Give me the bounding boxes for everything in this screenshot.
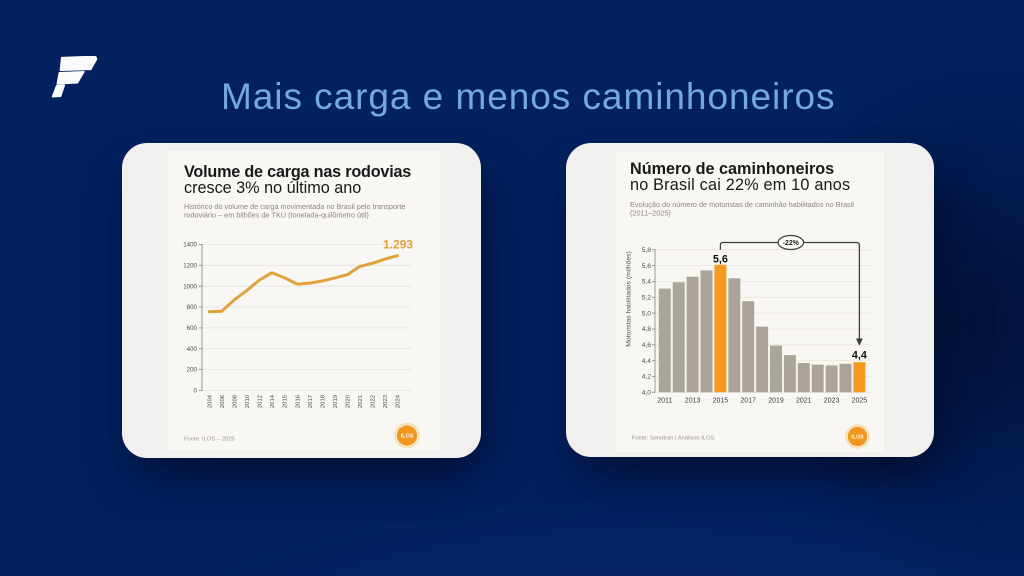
svg-text:5,6: 5,6 (713, 253, 728, 265)
svg-text:1.293: 1.293 (383, 238, 413, 252)
svg-text:-22%: -22% (783, 240, 799, 247)
svg-text:2008: 2008 (233, 394, 239, 408)
svg-text:4,4: 4,4 (642, 358, 652, 365)
svg-text:2021: 2021 (796, 398, 812, 405)
svg-text:2019: 2019 (333, 395, 339, 408)
svg-text:4,6: 4,6 (642, 342, 652, 349)
svg-text:ILOS: ILOS (401, 434, 414, 440)
svg-text:2015: 2015 (713, 398, 729, 405)
svg-text:Motoristas habilitados (milhõe: Motoristas habilitados (milhões) (626, 251, 633, 347)
svg-text:2018: 2018 (320, 394, 326, 408)
svg-text:5,6: 5,6 (642, 263, 652, 270)
svg-text:1200: 1200 (183, 263, 197, 270)
svg-text:Evolução do número de motorist: Evolução do número de motoristas de cami… (630, 200, 854, 209)
svg-text:2016: 2016 (295, 394, 301, 408)
svg-text:Fonte: ILOS – 2025: Fonte: ILOS – 2025 (184, 437, 235, 443)
svg-text:Volume de carga nas rodovias: Volume de carga nas rodovias (184, 163, 411, 181)
svg-text:0: 0 (194, 388, 198, 395)
svg-text:200: 200 (187, 367, 198, 374)
svg-text:5,2: 5,2 (642, 295, 652, 302)
svg-text:2020: 2020 (345, 394, 351, 408)
svg-text:5,0: 5,0 (642, 310, 652, 317)
svg-text:1400: 1400 (183, 242, 197, 249)
svg-text:2012: 2012 (258, 395, 264, 408)
svg-text:Histórico do volume de carga m: Histórico do volume de carga movimentada… (184, 202, 405, 211)
svg-text:cresce 3% no último ano: cresce 3% no último ano (184, 179, 361, 197)
svg-text:4,2: 4,2 (642, 374, 652, 381)
svg-text:2014: 2014 (270, 394, 276, 408)
svg-text:(2011–2025): (2011–2025) (630, 209, 671, 218)
svg-text:400: 400 (187, 346, 198, 353)
svg-text:2024: 2024 (396, 394, 402, 408)
svg-text:800: 800 (187, 304, 198, 311)
svg-text:2006: 2006 (220, 394, 226, 408)
svg-text:2023: 2023 (383, 394, 389, 408)
svg-text:4,4: 4,4 (852, 350, 867, 362)
svg-text:4,8: 4,8 (642, 326, 652, 333)
svg-text:rodoviário – em bilhões de TKU: rodoviário – em bilhões de TKU (tonelada… (184, 210, 369, 219)
svg-text:2023: 2023 (824, 398, 840, 405)
svg-text:2015: 2015 (283, 394, 289, 408)
svg-text:5,4: 5,4 (642, 279, 652, 286)
svg-text:Fonte: Senatran | Análises ILO: Fonte: Senatran | Análises ILOS (632, 436, 715, 442)
svg-text:2017: 2017 (740, 398, 756, 405)
svg-text:2013: 2013 (685, 398, 701, 405)
svg-text:2017: 2017 (308, 395, 314, 408)
svg-text:2021: 2021 (358, 395, 364, 408)
svg-text:1000: 1000 (183, 283, 197, 290)
svg-text:2019: 2019 (768, 398, 784, 405)
svg-text:5,8: 5,8 (642, 247, 652, 254)
svg-text:2004: 2004 (208, 394, 214, 408)
svg-text:ILOS: ILOS (851, 435, 864, 441)
svg-text:600: 600 (187, 325, 198, 332)
svg-text:no Brasil cai 22% em 10 anos: no Brasil cai 22% em 10 anos (630, 176, 850, 194)
svg-text:2025: 2025 (852, 398, 868, 405)
svg-text:Número de caminhoneiros: Número de caminhoneiros (630, 160, 834, 178)
svg-text:4,0: 4,0 (642, 390, 652, 397)
svg-text:2010: 2010 (245, 394, 251, 408)
svg-text:2022: 2022 (371, 395, 377, 408)
svg-text:2011: 2011 (657, 398, 672, 405)
